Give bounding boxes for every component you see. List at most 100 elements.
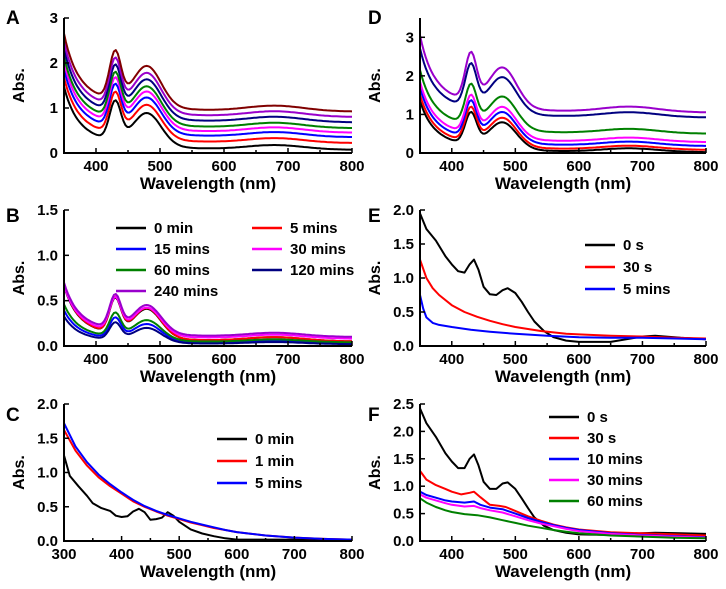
panel-E: 400 500 600 700 800 0.0 0.5 1.0 1.5 2.0 Wavelength… [367, 202, 719, 386]
panel-C: 300 400 500 600 700 800 0.0 0.5 1.0 1.5 2.0 Wavelen… [6, 396, 365, 581]
y-tick-label: 0.5 [393, 304, 414, 321]
y-tick-label: 1.0 [37, 247, 58, 264]
series-line-B-5 [64, 303, 352, 344]
legend-label: 60 mins [587, 493, 643, 510]
x-tick-label: 600 [211, 351, 236, 368]
series-line-E-2 [420, 258, 706, 340]
legend-label: 5 mins [255, 475, 303, 492]
series-line-C-2 [64, 429, 352, 541]
panel-D: 400 500 600 700 800 0 1 2 3 Wavelength (nm) Abs. D [367, 8, 719, 193]
y-tick-label: 0.0 [37, 533, 58, 550]
y-tick-label: 2.5 [393, 396, 414, 413]
axis-lines [419, 404, 706, 542]
panel-letter: D [368, 8, 382, 29]
series-group [420, 407, 706, 540]
x-axis-label: Wavelength (nm) [140, 174, 276, 193]
y-tick-label: 0.0 [393, 338, 414, 355]
series-line-A-1 [64, 85, 352, 151]
panel-letter: C [6, 405, 20, 426]
legend: 0 s 30 s 10 mins 30 mins 60 mins [549, 409, 643, 510]
series-line-D-7 [420, 34, 706, 114]
series-line-D-4 [420, 80, 706, 143]
y-tick-label: 0.5 [37, 293, 58, 310]
x-tick-label: 800 [693, 158, 718, 175]
y-tick-label: 0.5 [393, 506, 414, 523]
legend-label: 15 mins [154, 241, 210, 258]
legend-label: 0 s [587, 409, 608, 426]
x-tick-label: 700 [630, 546, 655, 563]
y-tick-label: 0 [406, 145, 414, 162]
legend-label: 60 mins [154, 262, 210, 279]
legend: 0 min 5 mins 15 mins 30 mins 60 mins 120 mins… [116, 220, 354, 300]
legend-label: 0 min [154, 220, 193, 237]
legend-label: 240 mins [154, 283, 218, 300]
series-line-A-5 [64, 55, 352, 129]
x-tick-label: 500 [147, 158, 172, 175]
y-axis-label: Abs. [367, 261, 384, 296]
series-line-F-4 [420, 493, 706, 539]
x-tick-label: 500 [147, 351, 172, 368]
y-tick-label: 1.5 [393, 451, 414, 468]
y-tick-label: 1 [50, 100, 58, 117]
x-tick-label: 700 [630, 158, 655, 175]
legend-label: 30 s [587, 430, 616, 447]
y-tick-label: 3 [406, 29, 414, 46]
x-tick-label: 500 [167, 546, 192, 563]
y-tick-label: 1 [406, 106, 414, 123]
series-group [64, 422, 352, 541]
legend: 0 s 30 s 5 mins [585, 237, 671, 298]
series-line-A-2 [64, 76, 352, 144]
series-line-F-1 [420, 407, 706, 536]
legend-label: 120 mins [290, 262, 354, 279]
x-axis-label: Wavelength (nm) [495, 367, 631, 386]
legend-label: 10 mins [587, 451, 643, 468]
x-tick-label: 400 [439, 546, 464, 563]
x-tick-label: 800 [693, 351, 718, 368]
y-tick-label: 3 [50, 10, 58, 27]
series-line-D-6 [420, 47, 706, 119]
x-tick-label: 500 [503, 158, 528, 175]
y-axis-label: Abs. [367, 455, 384, 490]
x-tick-label: 800 [339, 158, 364, 175]
panel-letter: B [6, 206, 20, 227]
legend: 0 min 1 min 5 mins [217, 431, 303, 492]
legend-label: 0 s [623, 237, 644, 254]
series-line-B-6 [64, 315, 352, 346]
series-line-B-7 [64, 281, 352, 338]
panel-letter: F [368, 405, 380, 426]
x-tick-label: 400 [109, 546, 134, 563]
y-tick-label: 0.5 [37, 499, 58, 516]
legend-label: 0 min [255, 431, 294, 448]
legend-label: 5 mins [623, 281, 671, 298]
y-axis-label: Abs. [11, 68, 28, 103]
y-tick-label: 1.0 [393, 478, 414, 495]
panel-letter: E [368, 206, 381, 227]
x-tick-label: 600 [224, 546, 249, 563]
series-line-C-3 [64, 422, 352, 541]
panel-F: 400 500 600 700 800 0.0 0.5 1.0 1.5 2.0 2.5 Wavelen… [367, 396, 719, 581]
x-tick-label: 300 [51, 546, 76, 563]
series-line-A-3 [64, 68, 352, 138]
series-line-E-3 [420, 294, 706, 341]
x-axis-label: Wavelength (nm) [140, 562, 276, 581]
x-axis-label: Wavelength (nm) [495, 562, 631, 581]
series-line-D-2 [420, 93, 706, 151]
x-tick-label: 400 [83, 351, 108, 368]
legend-label: 30 mins [290, 241, 346, 258]
series-group [64, 281, 352, 346]
y-tick-label: 2.0 [393, 423, 414, 440]
x-tick-label: 700 [275, 158, 300, 175]
y-tick-label: 1.0 [393, 270, 414, 287]
y-tick-label: 0.0 [393, 533, 414, 550]
x-tick-label: 400 [439, 351, 464, 368]
series-line-A-4 [64, 61, 352, 134]
y-axis-label: Abs. [11, 455, 28, 490]
y-tick-label: 2 [406, 68, 414, 85]
x-tick-label: 400 [439, 158, 464, 175]
x-tick-label: 700 [282, 546, 307, 563]
x-tick-label: 400 [83, 158, 108, 175]
series-group [420, 212, 706, 343]
x-tick-label: 500 [503, 351, 528, 368]
x-axis-label: Wavelength (nm) [495, 174, 631, 193]
